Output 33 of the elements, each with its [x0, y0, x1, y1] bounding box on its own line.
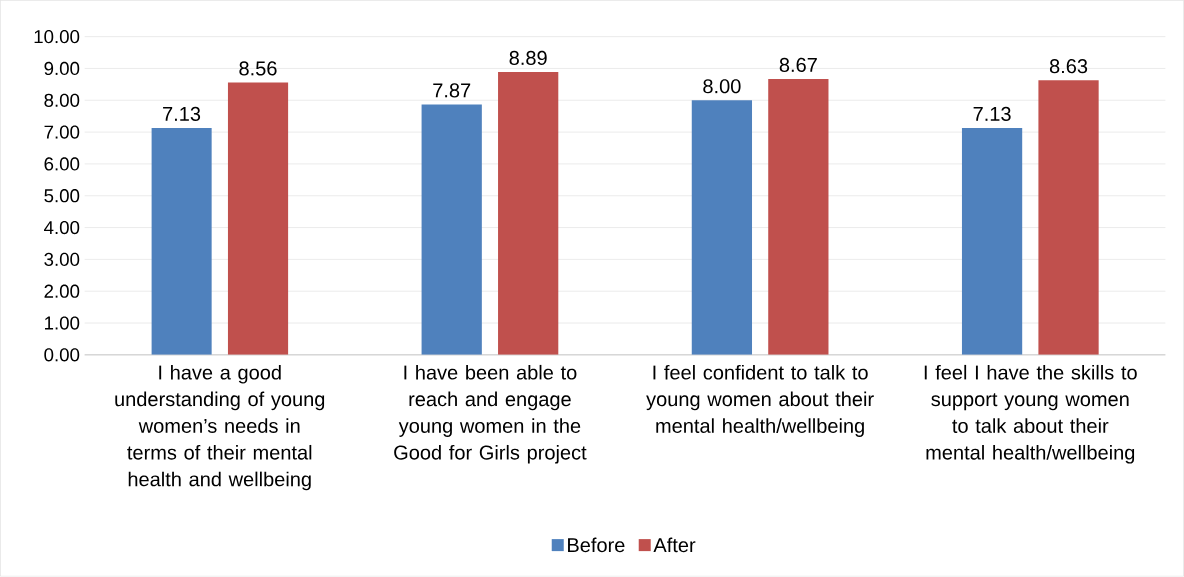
bar — [1038, 80, 1099, 356]
y-tick-label: 9.00 — [44, 62, 80, 76]
bar — [768, 79, 829, 356]
y-tick-label: 8.00 — [44, 93, 80, 108]
y-tick-label: 5.00 — [44, 189, 80, 203]
x-tick-label: I have been able to reach and engage young women in the Good for Girls project — [394, 365, 587, 464]
y-tick-label: 7.00 — [44, 125, 80, 139]
legend-label: After — [653, 537, 696, 553]
legend-label: Before — [568, 537, 625, 553]
data-label: 8.67 — [779, 58, 817, 73]
data-label: 8.89 — [509, 51, 547, 66]
y-tick-label: 2.00 — [44, 284, 80, 299]
y-tick-label: 1.00 — [45, 316, 80, 330]
data-label: 8.00 — [703, 79, 741, 94]
bar — [691, 100, 753, 356]
x-tick-label: I have a good understanding of young women’s needs in terms of their mental health and wellbeing — [115, 365, 325, 491]
data-label: 7.87 — [433, 83, 471, 98]
x-tick-label: I feel confident to talk to young women about their mental health/wellbeing — [646, 365, 874, 438]
y-tick-label: 0.00 — [44, 348, 80, 362]
data-label: 7.13 — [973, 107, 1011, 122]
data-label: 8.63 — [1049, 59, 1088, 74]
y-tick-label: 10.00 — [34, 30, 80, 44]
x-tick-label: I feel I have the skills to support young women to talk about their mental health/wellbeing — [924, 365, 1137, 464]
data-label: 8.56 — [239, 61, 277, 76]
bar — [227, 82, 289, 356]
y-tick-label: 3.00 — [44, 252, 80, 267]
bar — [498, 72, 559, 356]
data-label: 7.13 — [163, 107, 201, 122]
bar — [421, 104, 482, 356]
bar — [151, 128, 212, 356]
y-tick-label: 4.00 — [44, 221, 80, 235]
bar — [961, 128, 1023, 356]
y-tick-label: 6.00 — [44, 157, 80, 171]
